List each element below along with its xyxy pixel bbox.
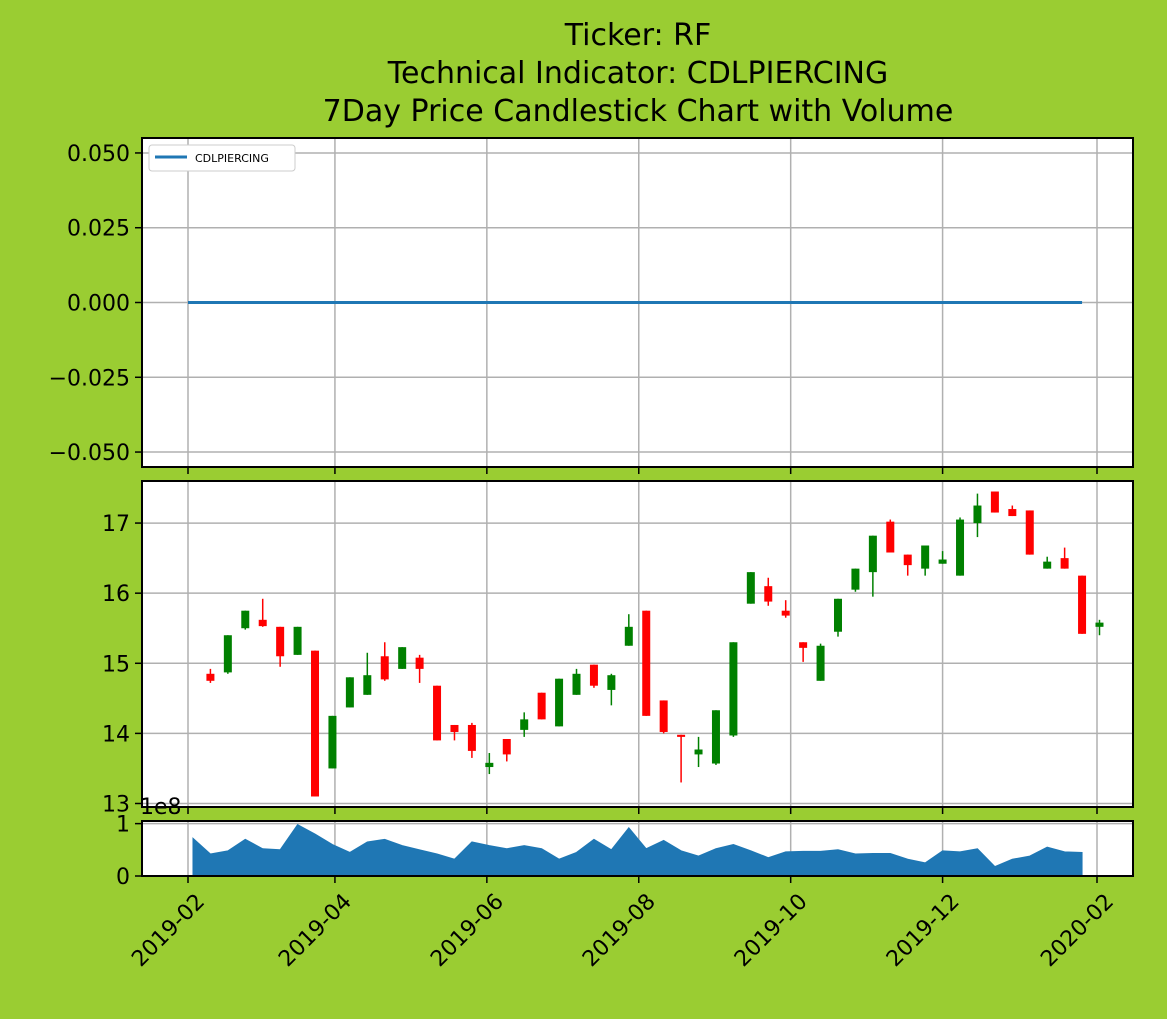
volume-ytick-label: 1 <box>116 813 130 838</box>
candle-body <box>520 719 529 730</box>
candle-body <box>990 491 999 513</box>
candle-body <box>799 642 808 648</box>
candle-body <box>781 610 790 616</box>
legend-label: CDLPIERCING <box>195 152 269 165</box>
price-frame <box>141 480 1134 808</box>
candle-body <box>241 610 250 629</box>
candle-body <box>537 692 546 720</box>
candle-body <box>607 675 616 690</box>
candle-body <box>433 685 442 741</box>
candle-body <box>1060 558 1069 569</box>
legend-box <box>148 144 296 172</box>
candle-body <box>711 710 720 764</box>
candle-body <box>1043 561 1052 569</box>
candle-body <box>746 572 755 604</box>
candle-body <box>1025 510 1034 555</box>
candle-body <box>833 598 842 632</box>
price-ytick-label: 15 <box>102 652 130 677</box>
price-ytick-label: 13 <box>102 792 130 817</box>
candle-body <box>450 724 459 732</box>
candle-body <box>729 642 738 736</box>
candle-body <box>258 619 267 627</box>
candle-body <box>868 535 877 573</box>
candle-body <box>380 656 389 680</box>
candle-body <box>956 519 965 576</box>
candle-body <box>903 554 912 566</box>
indicator-frame <box>141 137 1134 468</box>
indicator-ytick-label: −0.025 <box>49 366 130 391</box>
candle-body <box>223 635 232 673</box>
candle-body <box>624 626 633 646</box>
price-ytick-label: 14 <box>102 722 130 747</box>
volume-panel: 1 0 1e8 <box>116 795 1134 890</box>
indicator-ytick-label: 0.025 <box>67 217 130 242</box>
candle-body <box>764 586 773 602</box>
candle-body <box>363 675 372 695</box>
candle-body <box>502 738 511 755</box>
candle-body <box>206 673 215 681</box>
indicator-ytick-label: 0.000 <box>67 292 130 317</box>
candle-body <box>677 734 686 737</box>
candle-body <box>1095 622 1104 627</box>
candle-body <box>851 568 860 590</box>
candle-body <box>1078 575 1087 634</box>
volume-area <box>192 824 1083 877</box>
candle-body <box>311 650 320 797</box>
candle-body <box>816 645 825 681</box>
candle-body <box>921 545 930 569</box>
candle-body <box>555 678 564 727</box>
chart-title-line-1: Ticker: RF <box>564 18 712 53</box>
chart-title-line-2: Technical Indicator: CDLPIERCING <box>387 56 888 91</box>
price-panel: 17 16 15 14 13 <box>102 480 1134 817</box>
candle-body <box>659 700 668 732</box>
volume-scale-label: 1e8 <box>140 795 182 820</box>
indicator-ytick-label: 0.050 <box>67 142 130 167</box>
indicator-panel: 0.050 0.025 0.000 −0.025 −0.050 CDLPIERCING <box>49 137 1134 474</box>
candle-body <box>938 559 947 564</box>
candle-body <box>572 673 581 695</box>
candle-body <box>485 762 494 768</box>
candle-body <box>886 521 895 553</box>
candle-body <box>415 657 424 669</box>
price-ytick-label: 17 <box>102 512 130 537</box>
candle-body <box>589 664 598 686</box>
price-plot-area <box>142 481 1133 807</box>
candle-body <box>328 715 337 769</box>
candle-body <box>973 505 982 524</box>
candle-body <box>398 647 407 669</box>
volume-frame <box>141 820 1134 877</box>
candle-body <box>642 610 651 716</box>
chart-title-line-3: 7Day Price Candlestick Chart with Volume <box>323 94 954 129</box>
candle-body <box>276 626 285 657</box>
candle-body <box>345 677 354 708</box>
price-ytick-label: 16 <box>102 582 130 607</box>
volume-ytick-label: 0 <box>116 865 130 890</box>
candle-body <box>293 626 302 655</box>
indicator-ytick-label: −0.050 <box>49 441 130 466</box>
candle-body <box>694 749 703 755</box>
candle-body <box>467 724 476 751</box>
candle-body <box>1008 509 1017 517</box>
